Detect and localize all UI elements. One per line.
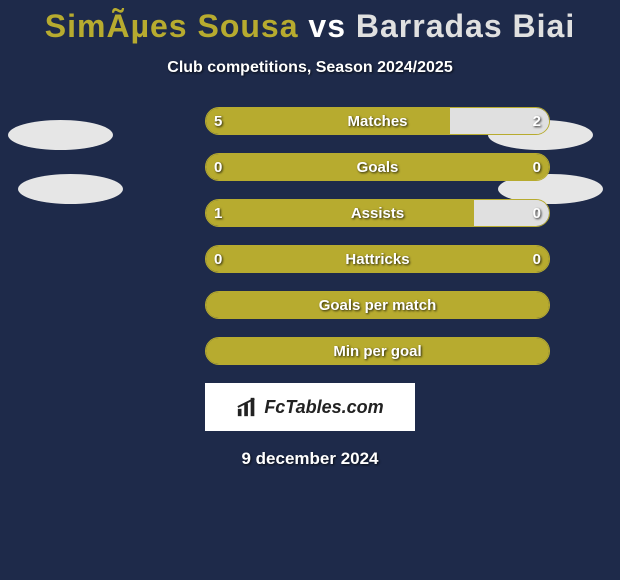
stat-label: Assists <box>206 200 549 227</box>
stat-row: Min per goal <box>70 337 550 365</box>
vs-label: vs <box>308 8 346 44</box>
stat-value-right: 0 <box>533 200 541 227</box>
stat-value-right: 0 <box>533 154 541 181</box>
stat-row: Assists1 0 <box>70 199 550 227</box>
stat-label: Min per goal <box>206 338 549 365</box>
stat-label: Hattricks <box>206 246 549 273</box>
stat-value-left: 0 <box>214 154 222 181</box>
footer-logo-text: FcTables.com <box>264 397 383 418</box>
stat-value-left: 5 <box>214 108 222 135</box>
stat-bar: Goals0 0 <box>205 153 550 181</box>
stat-bar: Goals per match <box>205 291 550 319</box>
logo-icon <box>236 396 258 418</box>
player2-name: Barradas Biai <box>356 8 575 44</box>
stat-value-left: 0 <box>214 246 222 273</box>
stat-bar: Matches5 2 <box>205 107 550 135</box>
stat-bar: Min per goal <box>205 337 550 365</box>
stat-row: Goals per match <box>70 291 550 319</box>
stat-label: Matches <box>206 108 549 135</box>
stat-label: Goals per match <box>206 292 549 319</box>
stat-value-left: 1 <box>214 200 222 227</box>
stat-label: Goals <box>206 154 549 181</box>
player1-name: SimÃµes Sousa <box>45 8 299 44</box>
stats-container: Matches52Goals00Assists10Hattricks00Goal… <box>0 107 620 365</box>
stat-row: Hattricks0 0 <box>70 245 550 273</box>
footer-logo: FcTables.com <box>205 383 415 431</box>
stat-row: Matches5 2 <box>70 107 550 135</box>
stat-bar: Assists1 0 <box>205 199 550 227</box>
comparison-title: SimÃµes Sousa vs Barradas Biai <box>0 0 620 45</box>
subtitle: Club competitions, Season 2024/2025 <box>0 59 620 77</box>
stat-value-right: 2 <box>533 108 541 135</box>
stat-row: Goals0 0 <box>70 153 550 181</box>
footer-date: 9 december 2024 <box>0 449 620 469</box>
stat-value-right: 0 <box>533 246 541 273</box>
stat-bar: Hattricks0 0 <box>205 245 550 273</box>
